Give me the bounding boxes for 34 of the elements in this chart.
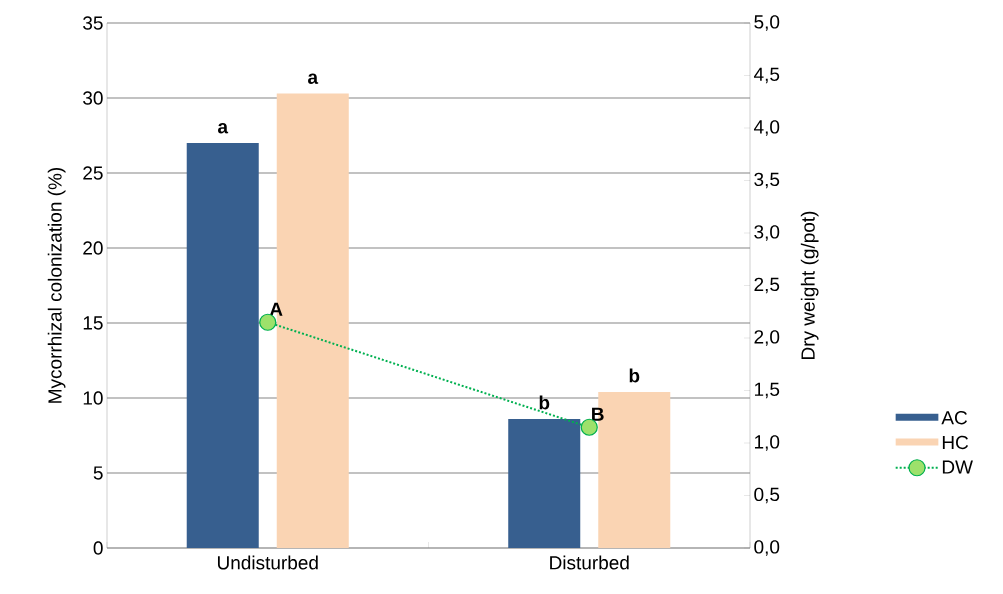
y-tick-label: 0 xyxy=(93,541,103,555)
y2-tick-label: 3,0 xyxy=(754,225,780,241)
y2-tick-label: 5,0 xyxy=(754,15,780,31)
y2-tick-label: 3,5 xyxy=(754,172,780,189)
y-tick-label: 35 xyxy=(83,16,103,30)
y-tick-label: 30 xyxy=(83,91,103,105)
bar xyxy=(186,142,259,548)
data-label: A xyxy=(269,302,283,316)
y2-tick-label: 1,5 xyxy=(754,382,780,399)
legend-label: DW xyxy=(942,460,973,474)
y2-tick-label: 1,0 xyxy=(754,435,780,451)
data-label: a xyxy=(308,73,319,84)
legend-label: AC xyxy=(941,410,968,425)
y2-tick-label: 2,5 xyxy=(754,277,780,294)
y-tick-label: 20 xyxy=(83,241,103,255)
data-label: a xyxy=(218,123,229,134)
y2-axis-title: Dry weight (g/pot) xyxy=(800,211,819,359)
y2-tick-label: 4,0 xyxy=(753,120,780,136)
legend-label: HC xyxy=(942,435,969,450)
data-label: b xyxy=(539,395,550,410)
data-label: b xyxy=(629,368,640,383)
bar xyxy=(508,419,581,548)
y2-tick-label: 0,5 xyxy=(754,487,780,504)
y2-tick-label: 4,5 xyxy=(753,67,780,84)
y2-tick-label: 0,0 xyxy=(754,540,780,556)
y-axis-title: Mycorrhizal colonization (%) xyxy=(47,167,66,403)
y-tick-label: 15 xyxy=(83,316,103,330)
y-tick-label: 25 xyxy=(83,166,103,180)
y-tick-label: 10 xyxy=(83,391,103,405)
x-tick-label: Undisturbed xyxy=(217,555,318,570)
x-tick-label: Disturbed xyxy=(550,555,629,570)
data-label: B xyxy=(592,407,604,421)
y2-tick-label: 2,0 xyxy=(754,330,780,346)
y-tick-label: 5 xyxy=(93,466,103,480)
